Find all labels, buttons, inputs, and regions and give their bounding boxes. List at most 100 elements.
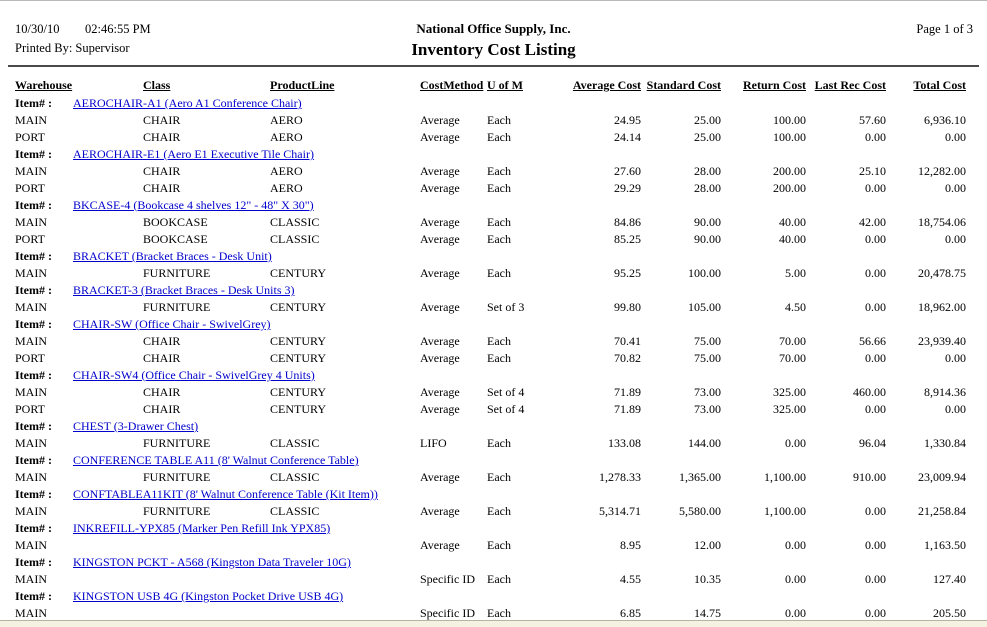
item-header-row: Item# : BRACKET (Bracket Braces - Desk Un… xyxy=(0,248,987,265)
average-cost-cell: 1,278.33 xyxy=(599,470,641,484)
table-row: MAIN FURNITURE CLASSIC Average Each 5,314.71 5… xyxy=(0,503,987,520)
product-line-cell: CLASSIC xyxy=(270,504,320,518)
warehouse-cell: MAIN xyxy=(15,113,47,127)
return-cost-cell: 100.00 xyxy=(773,130,806,144)
item-link[interactable]: CHEST (3-Drawer Chest) xyxy=(73,419,199,433)
total-cost-cell: 23,009.94 xyxy=(918,470,966,484)
class-cell: FURNITURE xyxy=(143,504,211,518)
average-cost-cell: 29.29 xyxy=(614,181,641,195)
item-header-row: Item# : BKCASE-4 (Bookcase 4 shelves 12" … xyxy=(0,197,987,214)
product-line-cell: CENTURY xyxy=(270,266,327,280)
uom-cell: Each xyxy=(487,181,511,195)
warehouse-cell: MAIN xyxy=(15,385,47,399)
warehouse-cell: MAIN xyxy=(15,538,47,552)
return-cost-cell: 0.00 xyxy=(785,606,806,620)
table-row: MAIN BOOKCASE CLASSIC Average Each 84.86 90.00… xyxy=(0,214,987,231)
column-header-uom: U of M xyxy=(487,78,523,92)
total-cost-cell: 8,914.36 xyxy=(924,385,966,399)
total-cost-cell: 18,962.00 xyxy=(918,300,966,314)
item-link[interactable]: KINGSTON PCKT - A568 (Kingston Data Trav… xyxy=(73,555,351,569)
table-row: MAIN Specific ID Each 6.85 14.75 0.00 0.00 205.… xyxy=(0,605,987,622)
average-cost-cell: 24.14 xyxy=(614,130,641,144)
item-link[interactable]: CONFERENCE TABLE A11 (8' Walnut Conferen… xyxy=(73,453,359,467)
cost-method-cell: Average xyxy=(420,266,460,280)
total-cost-cell: 20,478.75 xyxy=(918,266,966,280)
product-line-cell: CENTURY xyxy=(270,334,327,348)
last-rec-cost-cell: 42.00 xyxy=(859,215,886,229)
table-row: MAIN CHAIR CENTURY Average Each 70.41 75.00 70.… xyxy=(0,333,987,350)
return-cost-cell: 4.50 xyxy=(785,300,806,314)
table-row: PORT CHAIR AERO Average Each 24.14 25.00 100.00… xyxy=(0,129,987,146)
print-date: 10/30/10 xyxy=(15,22,60,36)
item-link[interactable]: AEROCHAIR-E1 (Aero E1 Executive Tile Cha… xyxy=(73,147,314,161)
average-cost-cell: 84.86 xyxy=(614,215,641,229)
class-cell: FURNITURE xyxy=(143,300,211,314)
warehouse-cell: MAIN xyxy=(15,334,47,348)
return-cost-cell: 40.00 xyxy=(779,215,806,229)
item-header-row: Item# : CHAIR-SW4 (Office Chair - SwivelG… xyxy=(0,367,987,384)
item-header-row: Item# : CHEST (3-Drawer Chest) xyxy=(0,418,987,435)
standard-cost-cell: 144.00 xyxy=(688,436,721,450)
standard-cost-cell: 90.00 xyxy=(694,215,721,229)
class-cell: CHAIR xyxy=(143,385,181,399)
column-header-warehouse: Warehouse xyxy=(15,78,73,92)
item-number-label: Item# : xyxy=(15,317,52,331)
return-cost-cell: 200.00 xyxy=(773,164,806,178)
total-cost-cell: 1,163.50 xyxy=(924,538,966,552)
warehouse-cell: MAIN xyxy=(15,504,47,518)
item-link[interactable]: KINGSTON USB 4G (Kingston Pocket Drive U… xyxy=(73,589,344,603)
uom-cell: Each xyxy=(487,470,511,484)
table-row: PORT BOOKCASE CLASSIC Average Each 85.25 90.00… xyxy=(0,231,987,248)
class-cell: FURNITURE xyxy=(143,470,211,484)
average-cost-cell: 133.08 xyxy=(608,436,641,450)
product-line-cell: CENTURY xyxy=(270,300,327,314)
item-link[interactable]: BRACKET-3 (Bracket Braces - Desk Units 3… xyxy=(73,283,295,297)
total-cost-cell: 0.00 xyxy=(945,402,966,416)
class-cell: CHAIR xyxy=(143,164,181,178)
product-line-cell: CENTURY xyxy=(270,385,327,399)
last-rec-cost-cell: 460.00 xyxy=(853,385,886,399)
item-link[interactable]: INKREFILL-YPX85 (Marker Pen Refill Ink Y… xyxy=(73,521,331,535)
report-rows: Item# : AEROCHAIR-A1 (Aero A1 Conference … xyxy=(0,95,987,622)
uom-cell: Each xyxy=(487,572,511,586)
cost-method-cell: Average xyxy=(420,232,460,246)
return-cost-cell: 0.00 xyxy=(785,436,806,450)
last-rec-cost-cell: 910.00 xyxy=(853,470,886,484)
standard-cost-cell: 75.00 xyxy=(694,351,721,365)
return-cost-cell: 5.00 xyxy=(785,266,806,280)
cost-method-cell: Average xyxy=(420,402,460,416)
standard-cost-cell: 1,365.00 xyxy=(679,470,721,484)
total-cost-cell: 18,754.06 xyxy=(918,215,966,229)
uom-cell: Each xyxy=(487,538,511,552)
standard-cost-cell: 28.00 xyxy=(694,164,721,178)
return-cost-cell: 70.00 xyxy=(779,351,806,365)
item-link[interactable]: BRACKET (Bracket Braces - Desk Unit) xyxy=(73,249,272,263)
item-link[interactable]: CHAIR-SW4 (Office Chair - SwivelGrey 4 U… xyxy=(73,368,315,382)
item-link[interactable]: CHAIR-SW (Office Chair - SwivelGrey) xyxy=(73,317,271,331)
return-cost-cell: 70.00 xyxy=(779,334,806,348)
last-rec-cost-cell: 0.00 xyxy=(865,266,886,280)
item-link[interactable]: AEROCHAIR-A1 (Aero A1 Conference Chair) xyxy=(73,96,302,110)
uom-cell: Set of 4 xyxy=(487,402,525,416)
header-divider xyxy=(8,65,979,67)
uom-cell: Each xyxy=(487,334,511,348)
warehouse-cell: MAIN xyxy=(15,215,47,229)
class-cell: BOOKCASE xyxy=(143,215,208,229)
average-cost-cell: 70.41 xyxy=(614,334,641,348)
column-header-average-cost: Average Cost xyxy=(572,78,641,92)
uom-cell: Set of 3 xyxy=(487,300,525,314)
class-cell: CHAIR xyxy=(143,351,181,365)
column-header-product-line: ProductLine xyxy=(270,78,335,92)
cost-method-cell: Average xyxy=(420,334,460,348)
product-line-cell: CLASSIC xyxy=(270,232,320,246)
average-cost-cell: 85.25 xyxy=(614,232,641,246)
product-line-cell: CLASSIC xyxy=(270,470,320,484)
product-line-cell: CENTURY xyxy=(270,351,327,365)
average-cost-cell: 8.95 xyxy=(620,538,641,552)
table-row: MAIN Average Each 8.95 12.00 0.00 0.00 1,163.50 xyxy=(0,537,987,554)
item-link[interactable]: CONFTABLEA11KIT (8' Walnut Conference Ta… xyxy=(73,487,378,501)
class-cell: CHAIR xyxy=(143,402,181,416)
item-link[interactable]: BKCASE-4 (Bookcase 4 shelves 12" - 48" X… xyxy=(73,198,314,212)
total-cost-cell: 0.00 xyxy=(945,351,966,365)
last-rec-cost-cell: 0.00 xyxy=(865,504,886,518)
